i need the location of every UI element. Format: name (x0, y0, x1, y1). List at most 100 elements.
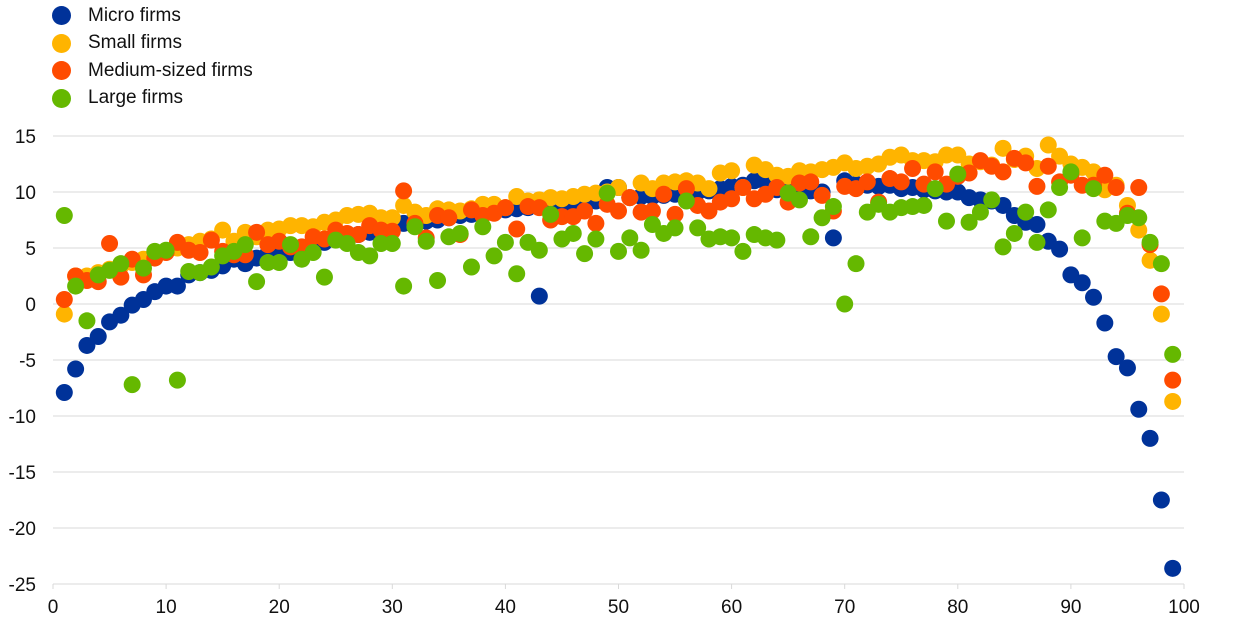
data-point (55, 291, 73, 309)
data-point (1028, 233, 1046, 251)
y-tick-label: -15 (9, 463, 36, 484)
y-tick-label: -5 (19, 351, 36, 372)
data-point (496, 199, 514, 217)
data-point (1164, 345, 1182, 363)
data-point (1107, 348, 1125, 366)
data-point (270, 254, 288, 272)
data-point (689, 219, 707, 237)
data-point (1051, 179, 1069, 197)
data-point (395, 277, 413, 295)
data-point (462, 258, 480, 276)
data-point (960, 213, 978, 231)
x-tick-label: 0 (48, 597, 59, 618)
legend-label-large-firms: Large firms (88, 87, 184, 109)
data-point (55, 305, 73, 323)
data-point (1039, 157, 1057, 175)
data-point (451, 224, 469, 242)
data-point (1096, 314, 1114, 332)
data-point (813, 209, 831, 227)
data-point (508, 265, 526, 283)
data-point (89, 327, 107, 345)
data-point (1028, 177, 1046, 195)
data-point (858, 173, 876, 191)
data-point (1130, 209, 1148, 227)
x-tick-label: 60 (721, 597, 742, 618)
data-point (191, 243, 209, 261)
data-point (78, 312, 96, 330)
series-large-firms (55, 163, 1182, 394)
data-point (700, 180, 718, 198)
data-point (1107, 179, 1125, 197)
data-point (248, 223, 266, 241)
data-point (157, 241, 175, 259)
legend-item-large-firms: Large firms (52, 85, 253, 113)
data-point (621, 229, 639, 247)
data-point (576, 202, 594, 220)
data-points (55, 136, 1182, 577)
y-tick-label: 15 (15, 127, 36, 148)
y-tick-label: -10 (9, 407, 36, 428)
data-point (530, 241, 548, 259)
data-point (530, 287, 548, 305)
data-point (112, 306, 130, 324)
data-point (1005, 224, 1023, 242)
legend-marker-small-firms (52, 33, 71, 53)
data-point (1141, 233, 1159, 251)
data-point (1039, 136, 1057, 154)
data-point (723, 162, 741, 180)
data-point (1130, 400, 1148, 418)
data-point (417, 232, 435, 250)
data-point (813, 186, 831, 204)
data-point (734, 179, 752, 197)
data-point (1085, 180, 1103, 198)
data-point (734, 242, 752, 260)
data-point (202, 231, 220, 249)
data-point (1028, 215, 1046, 233)
data-point (1096, 166, 1114, 184)
data-point (1118, 359, 1136, 377)
data-point (361, 247, 379, 265)
data-point (304, 243, 322, 261)
data-point (1039, 201, 1057, 219)
data-point (236, 236, 254, 254)
data-point (1152, 255, 1170, 273)
data-point (440, 209, 458, 227)
data-point (202, 258, 220, 276)
data-point (508, 220, 526, 238)
data-point (496, 233, 514, 251)
legend-item-medium-sized-firms: Medium-sized firms (52, 57, 253, 85)
data-point (282, 236, 300, 254)
data-point (395, 182, 413, 200)
data-point (632, 241, 650, 259)
data-point (723, 190, 741, 208)
data-point (723, 229, 741, 247)
data-point (904, 159, 922, 177)
data-point (101, 235, 119, 253)
legend: Micro firms Small firms Medium-sized fir… (52, 2, 253, 112)
y-tick-label: 10 (15, 183, 36, 204)
x-tick-label: 100 (1168, 597, 1200, 618)
data-point (429, 271, 447, 289)
data-point (1017, 154, 1035, 172)
data-point (214, 221, 232, 239)
legend-marker-large-firms (52, 88, 71, 108)
x-tick-label: 20 (269, 597, 290, 618)
data-point (666, 219, 684, 237)
data-point (1164, 559, 1182, 577)
data-point (1130, 221, 1148, 239)
data-point (1141, 429, 1159, 447)
data-point (542, 205, 560, 223)
legend-marker-micro-firms (52, 6, 71, 26)
x-tick-label: 10 (156, 597, 177, 618)
legend-item-small-firms: Small firms (52, 30, 253, 58)
data-point (937, 212, 955, 230)
data-point (315, 268, 333, 286)
data-point (1051, 240, 1069, 258)
data-point (892, 173, 910, 191)
data-point (790, 191, 808, 209)
data-point (248, 273, 266, 291)
y-tick-label: -25 (9, 575, 36, 596)
data-point (610, 242, 627, 260)
